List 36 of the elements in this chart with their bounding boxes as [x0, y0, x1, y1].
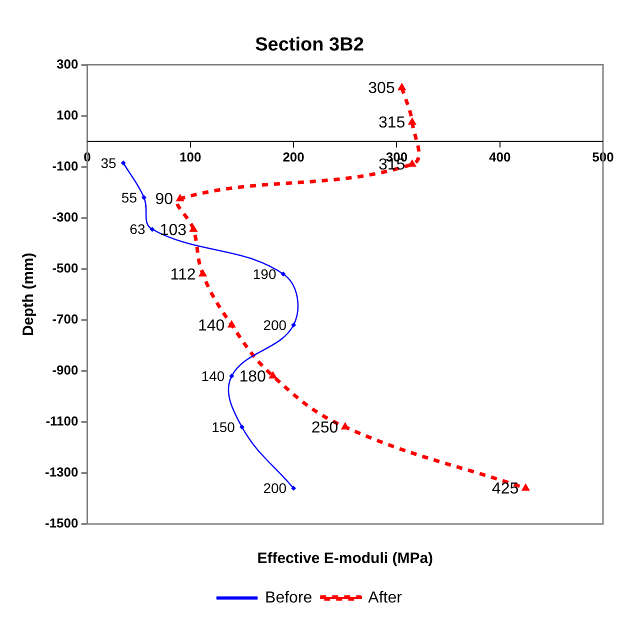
data-label: 112	[170, 266, 196, 284]
y-tick-label: 300	[56, 56, 78, 72]
x-axis-title: Effective E-moduli (MPa)	[257, 550, 434, 568]
data-label: 90	[155, 191, 174, 208]
data-label: 425	[492, 480, 519, 498]
y-tick-label: -1500	[45, 516, 78, 531]
y-axis-title: Depth (mm)	[20, 252, 38, 336]
y-tick-label: -1100	[46, 414, 78, 429]
x-tick-label: 500	[592, 150, 614, 165]
data-label: 305	[368, 80, 395, 98]
y-tick-label: -500	[52, 260, 78, 276]
data-label: 200	[263, 316, 287, 333]
x-tick-label: 200	[282, 150, 304, 165]
data-label: 250	[311, 419, 338, 436]
legend-label: After	[368, 589, 403, 606]
data-label: 190	[252, 266, 276, 282]
data-label: 55	[121, 189, 138, 206]
y-tick-label: -1300	[45, 464, 78, 480]
y-tick-label: -700	[52, 311, 78, 326]
data-label: 200	[263, 480, 287, 496]
data-label: 103	[160, 222, 187, 239]
x-tick-label: 100	[180, 150, 202, 165]
data-label: 180	[239, 368, 266, 386]
legend-label: Before	[265, 589, 312, 606]
x-tick-label: 400	[489, 150, 511, 165]
y-tick-label: -900	[52, 362, 78, 378]
data-label: 63	[130, 221, 146, 238]
data-label: 150	[212, 418, 236, 435]
data-label: 140	[201, 368, 225, 384]
y-tick-label: -100	[52, 158, 78, 174]
y-tick-label: -300	[52, 209, 78, 224]
chart-title: Section 3B2	[255, 34, 364, 56]
data-label: 140	[198, 317, 225, 334]
y-tick-label: 100	[56, 107, 78, 122]
data-label: 315	[378, 114, 406, 132]
data-label: 35	[100, 154, 117, 171]
